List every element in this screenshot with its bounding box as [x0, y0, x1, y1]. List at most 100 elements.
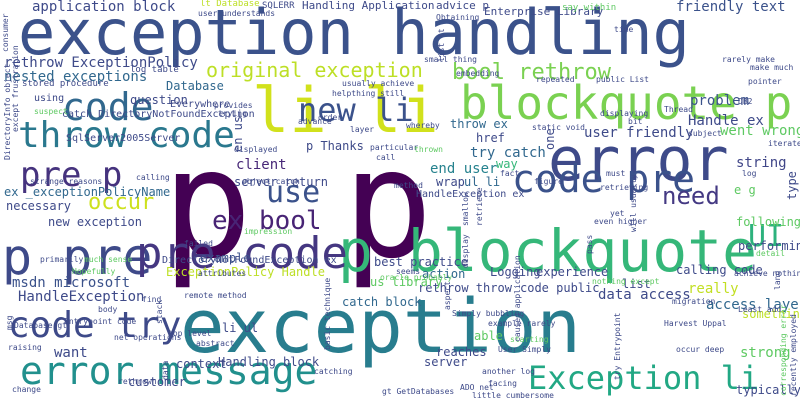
- word: Harvest Uppal: [664, 319, 727, 328]
- word: rethrow ExceptionPolicy: [4, 55, 198, 71]
- word: typically: [736, 383, 800, 397]
- word: strong: [740, 345, 791, 361]
- word: Entrypoint code: [64, 317, 137, 326]
- word: public List: [596, 75, 649, 84]
- word: Simply bubbling: [452, 309, 525, 318]
- word: Logging: [490, 265, 541, 279]
- word: find: [142, 295, 162, 304]
- word: basic technique: [323, 277, 332, 350]
- word: pointer: [748, 77, 782, 86]
- word: context: [176, 357, 227, 371]
- word: subject: [688, 129, 722, 138]
- word: starting: [510, 335, 549, 344]
- word: li ul: [222, 321, 259, 335]
- word: Everywhere: [170, 99, 231, 110]
- word: example rarely: [488, 319, 556, 328]
- word: Least add: [738, 305, 782, 314]
- word: p p: [162, 118, 433, 292]
- word: use: [266, 175, 321, 210]
- word: us library: [370, 275, 443, 289]
- word: DirectoryInfo object: [3, 63, 12, 160]
- word: little cumbersome: [472, 391, 554, 400]
- word: error message: [20, 349, 318, 393]
- word: much sense: [84, 255, 133, 264]
- word: consumer: [1, 13, 10, 52]
- word: ul li: [464, 175, 501, 189]
- word: application block: [32, 0, 176, 15]
- word: HandleException ex: [416, 189, 525, 200]
- word: rarely make: [722, 55, 775, 64]
- word: ExceptionPolicy Handle: [166, 265, 325, 279]
- word: server: [424, 355, 468, 369]
- word: action: [422, 267, 466, 281]
- word: calling: [136, 173, 170, 182]
- word: lang: [773, 270, 782, 290]
- word: stack: [155, 299, 164, 324]
- word: original exception: [206, 58, 423, 82]
- word: list lt: [437, 28, 446, 62]
- word: list: [622, 277, 651, 291]
- word: whereby: [406, 121, 440, 130]
- word: helpthing still: [332, 89, 405, 98]
- word: log table: [130, 65, 179, 75]
- word: advice p: [436, 0, 489, 12]
- word: suspect: [34, 107, 68, 116]
- word: catching: [314, 367, 353, 376]
- word: really: [688, 281, 739, 297]
- word: Database gt: [14, 321, 67, 330]
- word: new exception: [48, 215, 142, 229]
- word: yet: [610, 209, 625, 218]
- word: nested exceptions: [4, 69, 148, 85]
- word: smallow: [461, 192, 470, 226]
- word: access layer: [706, 297, 800, 313]
- word: customer: [128, 375, 186, 389]
- word: rethrown: [118, 377, 157, 386]
- word: aspect: [443, 281, 452, 310]
- word: except frustration: [11, 45, 20, 132]
- word: displaying: [600, 109, 649, 118]
- word: string: [736, 155, 787, 171]
- word: primarily: [40, 255, 84, 264]
- word: must: [606, 169, 626, 178]
- word: code public: [520, 281, 600, 295]
- word: figure: [534, 177, 563, 186]
- word: en us: [231, 115, 245, 152]
- word: HandleException: [18, 289, 145, 305]
- word: p blockquote: [338, 217, 758, 285]
- word: want: [54, 345, 88, 361]
- word: example: [200, 251, 251, 265]
- word: achieve nothing: [734, 269, 800, 278]
- word: nothing except: [592, 277, 660, 286]
- word: error: [548, 125, 729, 195]
- word: say within: [562, 3, 617, 13]
- word: experience: [536, 265, 609, 279]
- word: necessary: [6, 199, 72, 213]
- word: impression: [244, 227, 293, 236]
- word: went wrong: [720, 123, 800, 139]
- word: log: [742, 169, 757, 178]
- word: SQLERR: [262, 1, 295, 11]
- word: migration: [672, 297, 716, 306]
- word: oracle probably: [380, 273, 453, 282]
- word: following: [736, 215, 800, 229]
- word: pass: [585, 234, 594, 254]
- word: ex _exceptionPolicyName: [4, 185, 171, 199]
- word: iterate: [768, 139, 800, 148]
- word: exception handling: [18, 0, 690, 69]
- word: try catch: [470, 145, 546, 161]
- word: one: [543, 128, 557, 150]
- word: provides: [214, 101, 253, 110]
- word: problem: [690, 93, 750, 109]
- word: code pre: [512, 157, 696, 201]
- word: static void: [532, 123, 585, 132]
- word: e g: [734, 183, 756, 197]
- word: p pre: [2, 228, 153, 286]
- word: thrown: [414, 145, 443, 154]
- word: data access: [598, 287, 691, 303]
- word: object catch: [242, 177, 300, 186]
- word: pre code: [136, 228, 348, 279]
- word: gt GetDatabases: [382, 387, 455, 396]
- word: attributes: [198, 269, 247, 278]
- word: time: [614, 25, 634, 34]
